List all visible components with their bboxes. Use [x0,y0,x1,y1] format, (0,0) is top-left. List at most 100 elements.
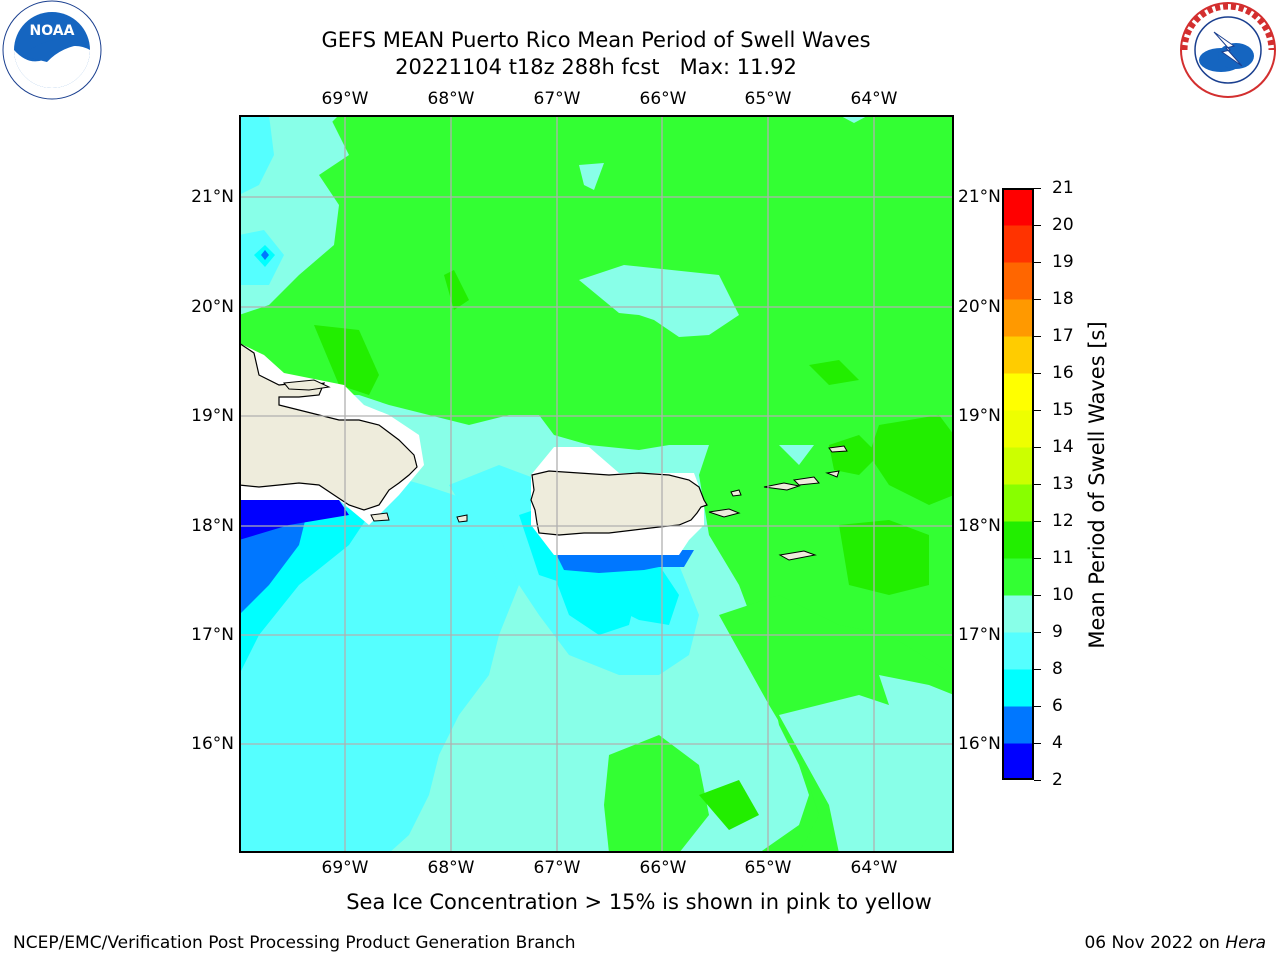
graticule [239,115,954,853]
colorbar-segment [1002,521,1034,559]
colorbar-tick-mark [1034,594,1041,596]
chart-title: GEFS MEAN Puerto Rico Mean Period of Swe… [321,28,871,52]
swell-contour-11-12 [839,520,929,595]
colorbar-tick-mark [1034,742,1041,744]
colorbar-segment [1002,373,1034,411]
colorbar-segment [1002,225,1034,263]
lat-tick-left: 20°N [191,297,234,317]
swell-contour-11-12 [699,780,759,830]
lat-tick-left: 21°N [191,187,234,207]
chart-subtitle: 20221104 t18z 288h fcst Max: 11.92 [395,55,797,79]
colorbar-tick-label: 17 [1052,326,1074,346]
vieques-island [708,508,741,518]
map-svg [239,115,954,853]
colorbar-tick-label: 2 [1052,770,1063,790]
colorbar-tick-mark [1034,557,1041,559]
lat-tick-right: 20°N [958,297,1001,317]
colorbar-tick-mark [1034,520,1041,522]
lon-tick-bottom: 68°W [427,858,475,878]
colorbar-tick-label: 12 [1052,511,1074,531]
colorbar-tick-label: 10 [1052,585,1074,605]
colorbar-tick-label: 16 [1052,363,1074,383]
credit-line: NCEP/EMC/Verification Post Processing Pr… [13,933,576,953]
colorbar-tick-label: 18 [1052,289,1074,309]
lon-tick-bottom: 67°W [533,858,581,878]
swell-contour-11-12 [829,435,879,475]
lon-tick-bottom: 69°W [321,858,369,878]
colorbar-tick-label: 20 [1052,215,1074,235]
swell-contour-2-4 [239,500,349,540]
lon-tick-bottom: 66°W [639,858,687,878]
colorbar-tick-mark [1034,668,1041,670]
sea-ice-note-text: Sea Ice Concentration > 15% is shown in … [346,890,932,914]
lat-tick-right: 17°N [958,625,1001,645]
swell-contour-9-10 [579,163,604,190]
swell-contour-4-6 [261,250,269,260]
lat-tick-right: 16°N [958,734,1001,754]
lon-tick-bottom: 65°W [744,858,792,878]
swell-contour-9-10 [579,265,739,337]
st-thomas-island [763,482,801,491]
colorbar-tick-label: 4 [1052,733,1063,753]
colorbar-segment [1002,336,1034,374]
date-text: 06 Nov 2022 on [1084,933,1220,953]
colorbar-tick-mark [1034,446,1041,448]
colorbar-tick-mark [1034,779,1041,781]
lat-tick-right: 18°N [958,516,1001,536]
samana-peninsula [283,379,331,391]
colorbar-tick-mark [1034,409,1041,411]
colorbar-tick-label: 15 [1052,400,1074,420]
host-name: Hera [1225,933,1266,953]
lon-tick-bottom: 64°W [850,858,898,878]
lat-tick-right: 19°N [958,406,1001,426]
lon-tick-top: 69°W [321,89,369,109]
colorbar-tick-label: 21 [1052,178,1074,198]
colorbar-label-text: Mean Period of Swell Waves [s] [1085,321,1109,649]
lat-tick-left: 18°N [191,516,234,536]
culebra-island [730,489,742,497]
tortola-island [792,476,820,486]
colorbar-tick-label: 8 [1052,659,1063,679]
colorbar-segment [1002,595,1034,633]
nws-logo [1176,0,1280,100]
swell-contour-10-11 [604,735,709,853]
colorbar [1002,188,1034,781]
colorbar-segment [1002,558,1034,596]
lon-tick-top: 64°W [850,89,898,109]
lon-tick-top: 67°W [533,89,581,109]
lon-tick-top: 68°W [427,89,475,109]
swell-contour-9-10 [779,445,814,465]
sea-ice-note: Sea Ice Concentration > 15% is shown in … [0,890,1280,914]
lat-tick-left: 17°N [191,625,234,645]
swell-contour-9-10 [309,115,339,125]
colorbar-svg [1002,188,1034,781]
anegada-island [828,445,848,453]
swell-contour-11-12 [444,270,469,310]
colorbar-segment [1002,706,1034,744]
swell-contour-11-12 [314,325,379,395]
lat-tick-left: 16°N [191,734,234,754]
noaa-logo: NOAA [2,0,102,100]
colorbar-segment [1002,262,1034,300]
colorbar-tick-mark [1034,631,1041,633]
colorbar-tick-label: 9 [1052,622,1063,642]
swell-contour-11-12 [809,360,859,385]
colorbar-tick-mark [1034,372,1041,374]
colorbar-tick-label: 13 [1052,474,1074,494]
colorbar-tick-mark [1034,261,1041,263]
lon-tick-top: 65°W [744,89,792,109]
colorbar-frame [1002,188,1034,780]
colorbar-segment [1002,632,1034,670]
colorbar-tick-mark [1034,187,1041,189]
date-stamp: 06 Nov 2022 on Hera [1084,933,1266,953]
colorbar-segment [1002,669,1034,707]
colorbar-tick-mark [1034,335,1041,337]
colorbar-tick-label: 14 [1052,437,1074,457]
map-plot [239,115,954,853]
mona-island [456,514,468,523]
colorbar-tick-mark [1034,298,1041,300]
noaa-logo-text: NOAA [30,23,75,39]
map-frame [239,115,954,853]
colorbar-segment [1002,484,1034,522]
colorbar-tick-label: 19 [1052,252,1074,272]
